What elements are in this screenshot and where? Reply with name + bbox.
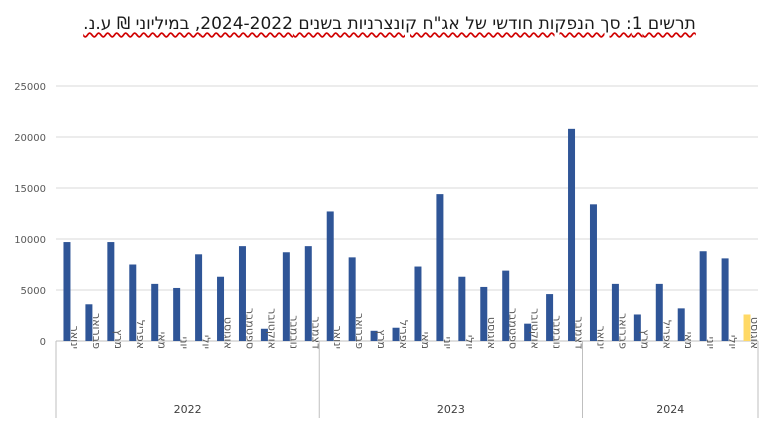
bar bbox=[348, 257, 356, 341]
year-label: 2023 bbox=[437, 403, 465, 416]
y-tick-label: 15000 bbox=[14, 184, 46, 195]
bar bbox=[458, 276, 466, 341]
x-tick-label: נובמבר bbox=[551, 315, 564, 349]
bar bbox=[611, 283, 619, 341]
bar bbox=[238, 246, 246, 341]
x-tick-label: מאי bbox=[419, 332, 432, 349]
bar bbox=[107, 242, 115, 341]
y-tick-label: 20000 bbox=[14, 133, 46, 144]
x-tick-label: דצמבר bbox=[573, 316, 586, 349]
bar bbox=[502, 270, 510, 341]
x-tick-label: יוני bbox=[441, 337, 454, 349]
bar bbox=[568, 128, 576, 341]
bar bbox=[129, 264, 137, 341]
x-tick-label: פברואר bbox=[616, 313, 629, 349]
bar bbox=[677, 308, 685, 341]
bar bbox=[173, 287, 181, 341]
bar bbox=[63, 242, 71, 341]
x-tick-label: דצמבר bbox=[309, 316, 322, 349]
x-tick-label: פברואר bbox=[353, 313, 366, 349]
x-tick-label: יולי bbox=[726, 335, 739, 349]
x-tick-label: יוני bbox=[178, 337, 191, 349]
x-tick-label: אפריל bbox=[397, 320, 410, 349]
x-tick-label: ספטמבר bbox=[507, 308, 520, 349]
bar bbox=[480, 286, 488, 341]
bar bbox=[414, 266, 422, 341]
y-tick-label: 5000 bbox=[21, 286, 46, 297]
bar bbox=[721, 258, 729, 341]
bar bbox=[655, 283, 663, 341]
x-tick-label: אוגוסט bbox=[222, 317, 235, 349]
x-tick-label: מרץ bbox=[112, 329, 125, 349]
x-tick-label: ינואר bbox=[68, 326, 81, 349]
y-tick-label: 25000 bbox=[14, 82, 46, 93]
x-tick-label: יוני bbox=[704, 337, 717, 349]
bar bbox=[85, 304, 93, 341]
x-tick-label: מאי bbox=[682, 332, 695, 349]
bar bbox=[524, 323, 532, 341]
x-tick-label: ספטמבר bbox=[243, 308, 256, 349]
bar bbox=[151, 283, 159, 341]
bar bbox=[436, 194, 444, 341]
bar bbox=[743, 314, 751, 341]
y-tick-label: 0 bbox=[40, 337, 46, 348]
bar bbox=[260, 328, 268, 341]
bar bbox=[282, 252, 290, 341]
x-tick-label: מרץ bbox=[375, 329, 388, 349]
bar bbox=[589, 204, 597, 341]
chart-title: תרשים 1: סך הנפקות חודשי של אג"ח קונצרני… bbox=[83, 14, 696, 34]
year-label: 2024 bbox=[656, 403, 684, 416]
x-tick-label: אפריל bbox=[660, 320, 673, 349]
x-tick-label: ינואר bbox=[331, 326, 344, 349]
bar bbox=[217, 276, 225, 341]
bar bbox=[392, 327, 400, 341]
x-tick-label: יולי bbox=[463, 335, 476, 349]
x-tick-label: אפריל bbox=[134, 320, 147, 349]
x-tick-label: ינואר bbox=[594, 326, 607, 349]
year-label: 2022 bbox=[174, 403, 202, 416]
x-tick-label: מאי bbox=[156, 332, 169, 349]
bar bbox=[326, 211, 334, 341]
x-tick-label: יולי bbox=[200, 335, 213, 349]
bar bbox=[370, 330, 378, 341]
bar bbox=[546, 294, 554, 341]
x-tick-label: נובמבר bbox=[287, 315, 300, 349]
bar bbox=[699, 251, 707, 341]
bar bbox=[304, 246, 312, 341]
x-tick-label: פברואר bbox=[90, 313, 103, 349]
x-tick-label: אוקטובר bbox=[529, 308, 542, 349]
y-tick-label: 10000 bbox=[14, 235, 46, 246]
x-tick-label: אוגוסט bbox=[748, 317, 761, 349]
bar bbox=[633, 314, 641, 341]
x-tick-label: אוקטובר bbox=[265, 308, 278, 349]
x-tick-label: מרץ bbox=[638, 329, 651, 349]
bar bbox=[195, 254, 203, 341]
x-tick-label: אוגוסט bbox=[485, 317, 498, 349]
